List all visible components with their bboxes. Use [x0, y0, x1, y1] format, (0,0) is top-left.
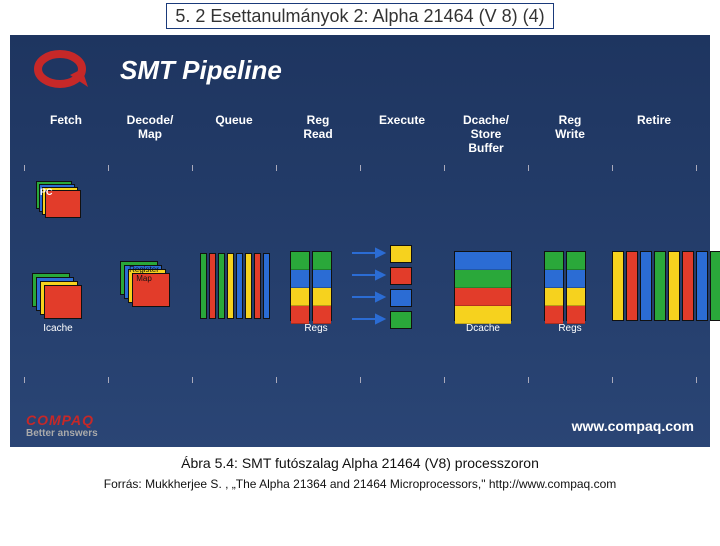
pipeline-content: PC Icache RegisterMap Regs — [24, 173, 696, 375]
compaq-logo: COMPAQ Better answers — [26, 412, 98, 439]
figure-caption: Ábra 5.4: SMT futószalag Alpha 21464 (V8… — [0, 455, 720, 471]
stage-label: Fetch — [24, 113, 108, 155]
icache-label: Icache — [36, 323, 80, 334]
regwrite-label: Regs — [550, 323, 590, 334]
dcache-label: Dcache — [456, 323, 510, 334]
diagram-title: SMT Pipeline — [120, 55, 282, 86]
tick-marks-bottom — [24, 377, 696, 383]
slide-title: 5. 2 Esettanulmányok 2: Alpha 21464 (V 8… — [166, 3, 553, 29]
retire-bars — [612, 251, 720, 321]
reg-read-block — [290, 251, 334, 326]
dcache-block — [454, 251, 512, 321]
slide-title-box: 5. 2 Esettanulmányok 2: Alpha 21464 (V 8… — [0, 6, 720, 27]
exec-arrows-icon — [350, 243, 390, 336]
stage-header-row: FetchDecode/MapQueueRegReadExecuteDcache… — [24, 113, 696, 155]
q-logo-icon — [32, 45, 92, 94]
stage-label: Decode/Map — [108, 113, 192, 155]
pipeline-body: PC Icache RegisterMap Regs — [24, 165, 696, 383]
diagram-footer: COMPAQ Better answers www.compaq.com — [26, 412, 694, 439]
stage-label: RegWrite — [528, 113, 612, 155]
pc-label: PC — [40, 187, 53, 197]
reg-write-block — [544, 251, 588, 326]
register-map-label: RegisterMap — [124, 265, 164, 283]
figure-source: Forrás: Mukkherjee S. , „The Alpha 21364… — [0, 477, 720, 491]
queue-bars — [200, 253, 270, 319]
brand-tagline: Better answers — [26, 428, 98, 439]
stage-label: Dcache/StoreBuffer — [444, 113, 528, 155]
stage-label: RegRead — [276, 113, 360, 155]
tick-marks-top — [24, 165, 696, 171]
compaq-url: www.compaq.com — [572, 418, 694, 434]
stage-label: Queue — [192, 113, 276, 155]
execute-boxes — [390, 245, 412, 333]
regread-label: Regs — [296, 323, 336, 334]
pipeline-diagram: SMT Pipeline FetchDecode/MapQueueRegRead… — [10, 35, 710, 447]
stage-label: Execute — [360, 113, 444, 155]
brand-text: COMPAQ — [26, 412, 94, 428]
stage-label: Retire — [612, 113, 696, 155]
